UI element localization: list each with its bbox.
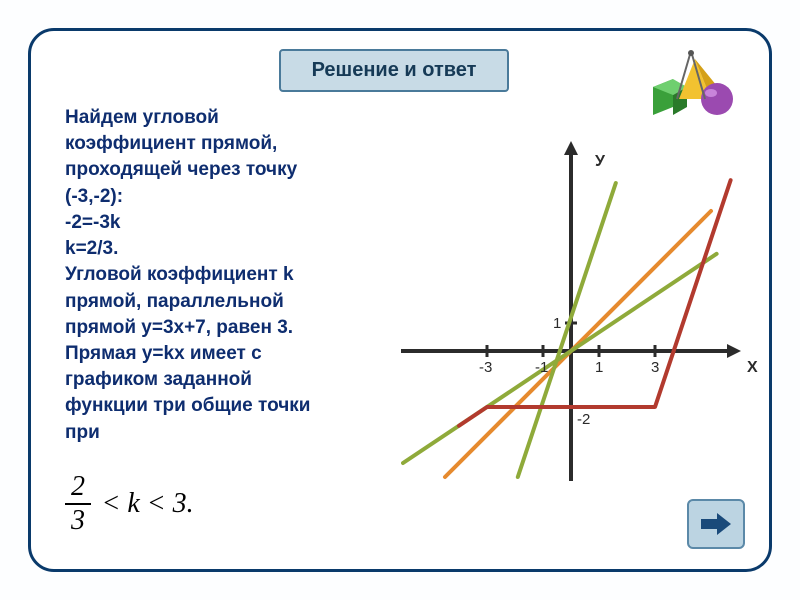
line: k=2/3.: [65, 236, 365, 262]
line: Прямая у=kх имеет с: [65, 341, 365, 367]
axis-label: У: [595, 153, 605, 171]
next-button[interactable]: [687, 499, 745, 549]
line: Угловой коэффициент k: [65, 262, 365, 288]
slide-frame: Решение и ответ Найдем угловой коэффицие…: [28, 28, 772, 572]
inequality-expr: 2 3 < k < 3.: [65, 471, 194, 537]
axis-label: -1: [535, 359, 548, 376]
axis-label: Х: [747, 359, 758, 377]
axis-label: 1: [553, 315, 561, 332]
solution-header: Решение и ответ: [279, 49, 509, 92]
line: прямой, параллельной: [65, 289, 365, 315]
axis-label: 1: [595, 359, 603, 376]
explanation-text: Найдем угловой коэффициент прямой, прохо…: [65, 105, 365, 446]
line: при: [65, 420, 365, 446]
fraction-den: 3: [65, 503, 91, 537]
line: (-3,-2):: [65, 184, 365, 210]
next-arrow-icon: [699, 511, 733, 537]
fraction: 2 3: [65, 471, 91, 537]
axis-label: -3: [479, 359, 492, 376]
line: функции три общие точки: [65, 393, 365, 419]
shapes-3d-icon: [651, 49, 739, 126]
coordinate-chart: УХ1-3-113-2: [401, 141, 741, 486]
axis-label: 3: [651, 359, 659, 376]
line: проходящей через точку: [65, 157, 365, 183]
line: прямой у=3х+7, равен 3.: [65, 315, 365, 341]
axis-label: -2: [577, 411, 590, 428]
line: графиком заданной: [65, 367, 365, 393]
fraction-num: 2: [65, 471, 91, 503]
line: -2=-3k: [65, 210, 365, 236]
line: Найдем угловой: [65, 105, 365, 131]
line: коэффициент прямой,: [65, 131, 365, 157]
inequality-rest: < k < 3.: [101, 488, 193, 520]
